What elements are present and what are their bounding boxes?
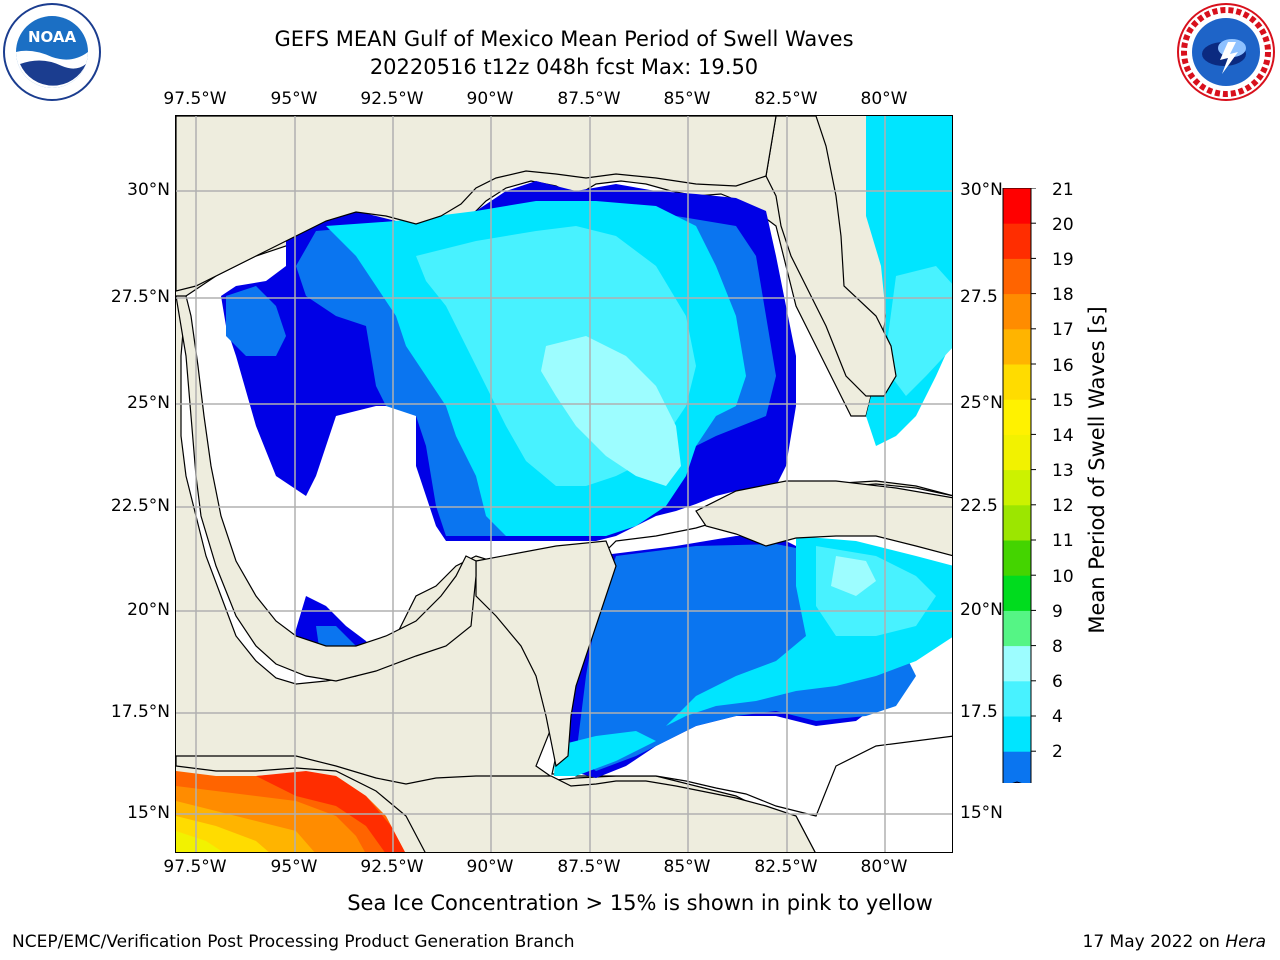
grid-lines	[176, 116, 952, 852]
lon-tick: 97.5°W	[163, 857, 227, 877]
lon-tick: 82.5°W	[754, 857, 818, 877]
cbar-tick-label: 17	[1052, 320, 1074, 340]
lat-tick: 22.5°N	[110, 496, 170, 516]
lat-tick: 17.5	[960, 702, 998, 722]
run-date-text: 17 May 2022 on	[1082, 932, 1220, 952]
cbar-tick-label: 2	[1052, 742, 1063, 762]
lat-tick: 15°N	[127, 803, 170, 823]
cbar-tick-label: 15	[1052, 391, 1074, 411]
cbar-tick-label: 18	[1052, 285, 1074, 305]
lon-tick: 87.5°W	[557, 857, 621, 877]
colorbar-segment	[1003, 399, 1031, 435]
colorbar-segment	[1003, 328, 1031, 365]
lon-tick: 95°W	[270, 857, 318, 877]
map-canvas	[176, 116, 952, 852]
colorbar-segment	[1003, 434, 1031, 471]
land-mexico	[176, 295, 477, 682]
lon-tick: 80°W	[860, 89, 908, 109]
colorbar-segment	[1003, 716, 1031, 752]
colorbar-segment	[1003, 364, 1031, 400]
colorbar-segment	[1003, 610, 1031, 647]
cbar-tick-label: 10	[1052, 567, 1074, 587]
colorbar-title: Mean Period of Swell Waves [s]	[1085, 306, 1109, 634]
land-us-coast	[176, 116, 777, 292]
lon-tick: 82.5°W	[754, 89, 818, 109]
colorbar-segment	[1003, 258, 1031, 295]
colorbar-graphic	[1002, 187, 1036, 787]
lat-tick: 27.5	[960, 287, 998, 307]
lon-tick: 92.5°W	[360, 857, 424, 877]
cbar-tick-label: 12	[1052, 496, 1074, 516]
map-panel	[175, 115, 953, 853]
lat-tick: 30°N	[960, 180, 1003, 200]
lon-tick: 90°W	[466, 89, 514, 109]
lat-tick: 22.5	[960, 496, 998, 516]
lat-tick: 17.5°N	[110, 702, 170, 722]
lat-tick: 25°N	[960, 393, 1003, 413]
colorbar-segment	[1003, 293, 1031, 330]
colorbar	[1002, 187, 1036, 787]
run-date: 17 May 2022 on Hera	[1083, 932, 1267, 952]
cbar-tick-label: 16	[1052, 356, 1074, 376]
lon-tick: 92.5°W	[360, 89, 424, 109]
swell-field-pale	[541, 336, 681, 486]
colorbar-segment	[1003, 645, 1031, 682]
land-yucatan	[475, 540, 617, 768]
sea-ice-note: Sea Ice Concentration > 15% is shown in …	[347, 891, 933, 915]
land-florida	[765, 116, 897, 397]
cbar-tick-label: 13	[1052, 461, 1074, 481]
lat-tick: 20°N	[127, 600, 170, 620]
land-central-america	[176, 755, 816, 852]
cbar-tick-label: 11	[1052, 531, 1074, 551]
colorbar-segment	[1003, 540, 1031, 576]
chart-subtitle: 20220516 t12z 048h fcst Max: 19.50	[369, 55, 759, 79]
lat-tick: 30°N	[127, 180, 170, 200]
lat-tick: 20°N	[960, 600, 1003, 620]
colorbar-segment	[1003, 504, 1031, 541]
cbar-tick-label: 21	[1052, 180, 1074, 200]
colorbar-segment	[1003, 469, 1031, 506]
lon-tick: 85°W	[663, 857, 711, 877]
colorbar-segment	[1003, 223, 1031, 259]
colorbar-segment	[1003, 680, 1031, 717]
cbar-tick-label: 14	[1052, 426, 1074, 446]
cbar-tick-label: 8	[1052, 637, 1063, 657]
lon-tick: 87.5°W	[557, 89, 621, 109]
nws-logo	[1176, 2, 1276, 102]
cbar-tick-label: 19	[1052, 250, 1074, 270]
colorbar-segment	[1003, 751, 1031, 787]
lat-tick: 27.5°N	[110, 287, 170, 307]
chart-title: GEFS MEAN Gulf of Mexico Mean Period of …	[274, 27, 854, 51]
cbar-tick-label: 4	[1052, 707, 1063, 727]
lat-tick: 25°N	[127, 393, 170, 413]
lon-tick: 80°W	[860, 857, 908, 877]
noaa-logo: NOAA	[2, 2, 102, 102]
land-cuba	[695, 480, 952, 557]
lon-tick: 95°W	[270, 89, 318, 109]
svg-text:NOAA: NOAA	[28, 28, 77, 46]
cbar-tick-label: 9	[1052, 602, 1063, 622]
colorbar-segment	[1003, 575, 1031, 611]
lon-tick: 85°W	[663, 89, 711, 109]
lon-tick: 97.5°W	[163, 89, 227, 109]
cbar-tick-label: 20	[1052, 215, 1074, 235]
lat-tick: 15°N	[960, 803, 1003, 823]
host-name: Hera	[1225, 932, 1266, 952]
colorbar-segment	[1003, 188, 1031, 224]
lon-tick: 90°W	[466, 857, 514, 877]
cbar-tick-label: 6	[1052, 672, 1063, 692]
org-credit: NCEP/EMC/Verification Post Processing Pr…	[12, 932, 575, 952]
